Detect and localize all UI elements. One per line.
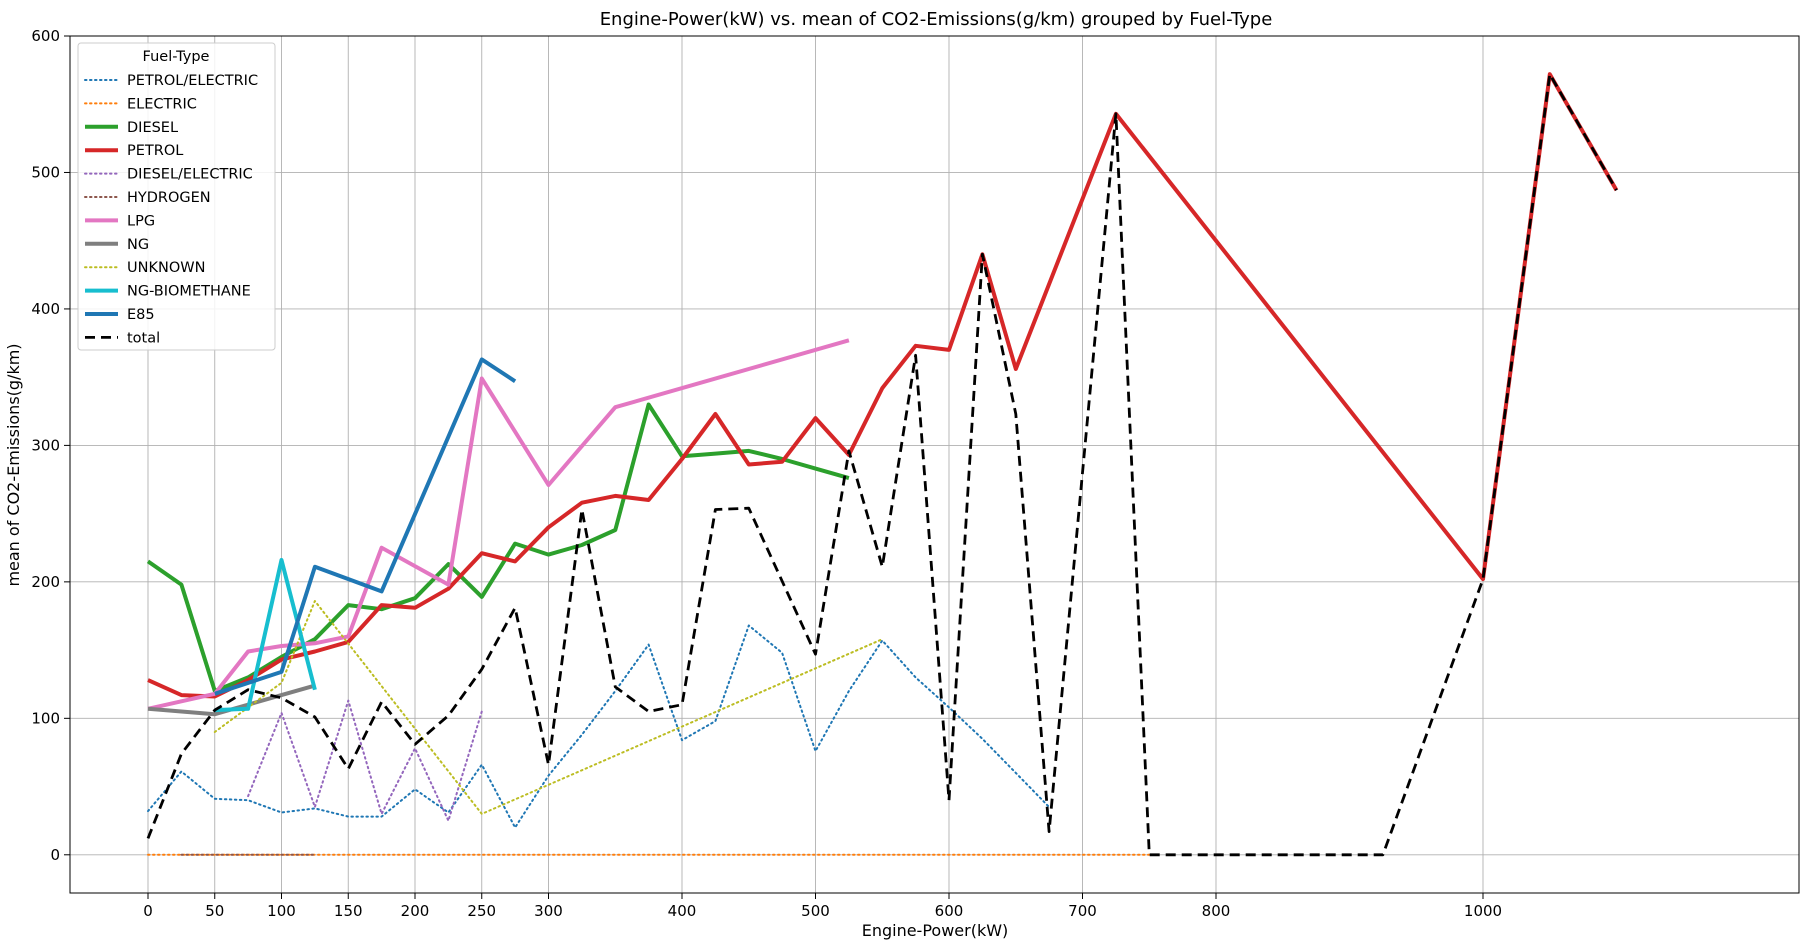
x-tick-label: 1000: [1464, 902, 1502, 920]
series-unknown: [213, 600, 884, 815]
legend-label-petrol: PETROL: [127, 143, 183, 159]
series-layer: [146, 72, 1619, 857]
legend-label-hydrogen: HYDROGEN: [127, 190, 211, 206]
y-tick-label: 400: [31, 300, 60, 318]
x-tick-label: 50: [205, 902, 224, 920]
legend-label-diesel: DIESEL: [127, 120, 178, 136]
x-tick-label: 150: [334, 902, 363, 920]
legend-label-unknown: UNKNOWN: [127, 260, 205, 276]
legend-label-ng: NG: [127, 237, 149, 253]
x-tick-label: 600: [935, 902, 964, 920]
series-line-e85: [214, 357, 517, 696]
y-tick-label: 500: [31, 163, 60, 181]
x-axis: 0 50 100 150 200 250 300 400 500 600 700 800 1000: [143, 893, 1502, 920]
series-e85: [214, 357, 517, 696]
x-axis-label: Engine-Power(kW): [862, 921, 1009, 940]
series-diesel: [146, 402, 850, 693]
x-tick-label: 300: [534, 902, 563, 920]
legend-label-total: total: [127, 330, 160, 346]
series-lpg: [147, 338, 850, 711]
x-tick-label: 800: [1202, 902, 1231, 920]
series-line-petrol-electric: [147, 624, 1051, 829]
x-tick-label: 500: [801, 902, 830, 920]
y-tick-label: 300: [31, 436, 60, 454]
series-line-diesel: [146, 402, 850, 693]
legend-label-electric: ELECTRIC: [127, 96, 197, 112]
series-line-diesel-electric: [247, 699, 483, 822]
series-diesel-electric: [247, 699, 483, 822]
chart-title: Engine-Power(kW) vs. mean of CO2-Emissio…: [600, 9, 1273, 30]
legend-title: Fuel-Type: [143, 49, 210, 65]
legend-items: PETROL/ELECTRIC ELECTRIC DIESEL PETROL DIESE…: [84, 73, 258, 346]
legend-label-diesel-electric: DIESEL/ELECTRIC: [127, 167, 253, 183]
x-tick-label: 200: [401, 902, 430, 920]
y-axis-label: mean of CO2-Emissions(g/km): [4, 343, 23, 586]
legend-label-ng-biomethane: NG-BIOMETHANE: [127, 284, 251, 300]
plot-frame: [69, 35, 1800, 894]
legend-label-e85: E85: [127, 307, 155, 323]
series-line-lpg: [147, 338, 850, 711]
x-tick-label: 400: [668, 902, 697, 920]
legend: Fuel-Type PETROL/ELECTRICELECTRICDIESELP…: [77, 42, 276, 351]
series-line-total: [146, 72, 1618, 857]
x-tick-label: 0: [143, 902, 153, 920]
legend-box: [77, 42, 276, 351]
x-tick-label: 250: [467, 902, 496, 920]
y-axis: 0 100 200 300 400 500 600: [31, 27, 70, 864]
legend-label-petrol-electric: PETROL/ELECTRIC: [127, 73, 258, 89]
x-tick-label: 700: [1068, 902, 1097, 920]
y-tick-label: 100: [31, 709, 60, 727]
x-tick-label: 100: [267, 902, 296, 920]
y-tick-label: 600: [31, 27, 60, 45]
y-tick-label: 0: [50, 846, 60, 864]
series-line-unknown: [213, 600, 884, 815]
series-petrol-electric: [147, 624, 1051, 829]
y-tick-label: 200: [31, 573, 60, 591]
series-total: [146, 72, 1618, 857]
legend-label-lpg: LPG: [127, 213, 155, 229]
